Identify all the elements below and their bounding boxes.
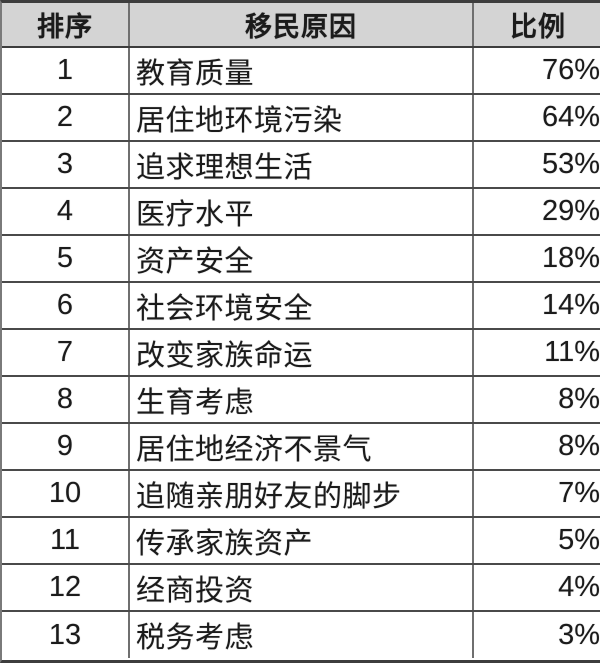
column-header-ratio: 比例 xyxy=(473,3,600,48)
cell-ratio: 8% xyxy=(473,376,600,424)
cell-rank: 5 xyxy=(2,235,130,283)
cell-ratio: 7% xyxy=(473,470,600,518)
cell-rank: 6 xyxy=(2,282,130,330)
cell-reason: 生育考虑 xyxy=(129,376,474,424)
cell-ratio: 53% xyxy=(473,141,600,189)
cell-reason: 教育质量 xyxy=(129,47,474,95)
table-body: 1 教育质量 76% 2 居住地环境污染 64% 3 追求理想生活 53% 4 … xyxy=(2,47,600,658)
cell-ratio: 11% xyxy=(473,329,600,377)
table-row: 9 居住地经济不景气 8% xyxy=(2,423,600,471)
cell-reason: 居住地环境污染 xyxy=(129,94,474,142)
migration-reasons-table: 排序 移民原因 比例 1 教育质量 76% 2 居住地环境污染 64% 3 追求… xyxy=(2,3,600,658)
cell-rank: 10 xyxy=(2,470,130,518)
cell-ratio: 29% xyxy=(473,188,600,236)
column-header-rank: 排序 xyxy=(2,3,130,48)
cell-ratio: 14% xyxy=(473,282,600,330)
cell-ratio: 8% xyxy=(473,423,600,471)
cell-ratio: 64% xyxy=(473,94,600,142)
cell-reason: 资产安全 xyxy=(129,235,474,283)
cell-rank: 13 xyxy=(2,611,130,658)
table-row: 7 改变家族命运 11% xyxy=(2,329,600,377)
cell-reason: 追求理想生活 xyxy=(129,141,474,189)
table-row: 11 传承家族资产 5% xyxy=(2,517,600,565)
cell-ratio: 4% xyxy=(473,564,600,612)
cell-rank: 8 xyxy=(2,376,130,424)
cell-ratio: 76% xyxy=(473,47,600,95)
table-row: 4 医疗水平 29% xyxy=(2,188,600,236)
table-row: 13 税务考虑 3% xyxy=(2,611,600,658)
table-row: 12 经商投资 4% xyxy=(2,564,600,612)
cell-rank: 3 xyxy=(2,141,130,189)
table-row: 2 居住地环境污染 64% xyxy=(2,94,600,142)
cell-rank: 9 xyxy=(2,423,130,471)
cell-rank: 1 xyxy=(2,47,130,95)
table-row: 1 教育质量 76% xyxy=(2,47,600,95)
cell-reason: 传承家族资产 xyxy=(129,517,474,565)
table-header: 排序 移民原因 比例 xyxy=(2,3,600,48)
table-row: 3 追求理想生活 53% xyxy=(2,141,600,189)
column-header-reason: 移民原因 xyxy=(129,3,474,48)
cell-rank: 2 xyxy=(2,94,130,142)
cell-reason: 追随亲朋好友的脚步 xyxy=(129,470,474,518)
cell-rank: 4 xyxy=(2,188,130,236)
cell-rank: 11 xyxy=(2,517,130,565)
cell-ratio: 18% xyxy=(473,235,600,283)
cell-ratio: 5% xyxy=(473,517,600,565)
table-row: 8 生育考虑 8% xyxy=(2,376,600,424)
table-row: 6 社会环境安全 14% xyxy=(2,282,600,330)
table-header-row: 排序 移民原因 比例 xyxy=(2,3,600,48)
cell-rank: 12 xyxy=(2,564,130,612)
cell-reason: 经商投资 xyxy=(129,564,474,612)
cell-reason: 医疗水平 xyxy=(129,188,474,236)
cell-rank: 7 xyxy=(2,329,130,377)
table-row: 5 资产安全 18% xyxy=(2,235,600,283)
cell-reason: 改变家族命运 xyxy=(129,329,474,377)
cell-reason: 税务考虑 xyxy=(129,611,474,658)
cell-reason: 社会环境安全 xyxy=(129,282,474,330)
table-row: 10 追随亲朋好友的脚步 7% xyxy=(2,470,600,518)
cell-ratio: 3% xyxy=(558,618,600,651)
cell-reason: 居住地经济不景气 xyxy=(129,423,474,471)
